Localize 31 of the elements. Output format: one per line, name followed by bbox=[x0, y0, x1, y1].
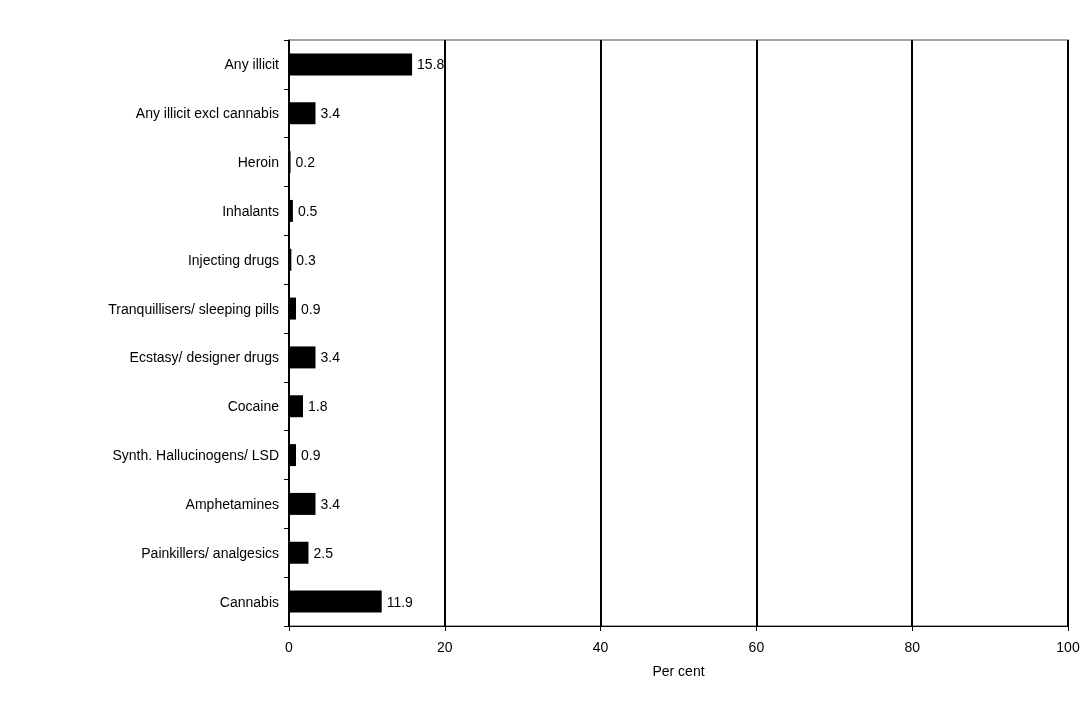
y-tick-label: Injecting drugs bbox=[187, 251, 279, 268]
data-label: 3.4 bbox=[320, 495, 341, 512]
data-label: 11.9 bbox=[386, 593, 414, 610]
x-tick-label: 0 bbox=[285, 639, 294, 655]
x-tick-label: 60 bbox=[748, 639, 765, 655]
y-tick-label: Inhalants bbox=[222, 202, 279, 219]
y-tick-label: Tranquillisers/ sleeping pills bbox=[108, 300, 279, 317]
data-label: 3.4 bbox=[320, 349, 341, 366]
x-tick-label: 20 bbox=[437, 639, 453, 655]
data-label: 2.5 bbox=[313, 544, 334, 561]
data-label: 0.2 bbox=[295, 154, 316, 171]
data-label: 1.8 bbox=[308, 398, 328, 415]
x-tick-label: 100 bbox=[1056, 639, 1080, 655]
data-label: 0.9 bbox=[301, 447, 321, 464]
data-label: 0.5 bbox=[297, 202, 318, 219]
y-tick-label: Painkillers/ analgesics bbox=[141, 544, 279, 561]
y-tick-label: Any illicit bbox=[224, 56, 280, 73]
x-tick-label: 40 bbox=[592, 639, 609, 655]
y-tick-label: Any illicit excl cannabis bbox=[135, 105, 279, 122]
y-tick-label: Synth. Hallucinogens/ LSD bbox=[112, 447, 279, 464]
y-tick-label: Ecstasy/ designer drugs bbox=[129, 349, 279, 366]
data-label: 15.8 bbox=[417, 56, 445, 73]
x-axis-title: Per cent bbox=[652, 663, 705, 679]
y-tick-label: Cocaine bbox=[227, 398, 280, 415]
data-label: 0.9 bbox=[301, 300, 321, 317]
data-label: 0.3 bbox=[296, 251, 317, 268]
y-tick-label: Amphetamines bbox=[185, 495, 279, 512]
y-tick-label: Heroin bbox=[237, 154, 279, 171]
data-label: 3.4 bbox=[320, 105, 341, 122]
x-tick-label: 80 bbox=[904, 639, 921, 655]
y-tick-label: Cannabis bbox=[219, 593, 279, 610]
